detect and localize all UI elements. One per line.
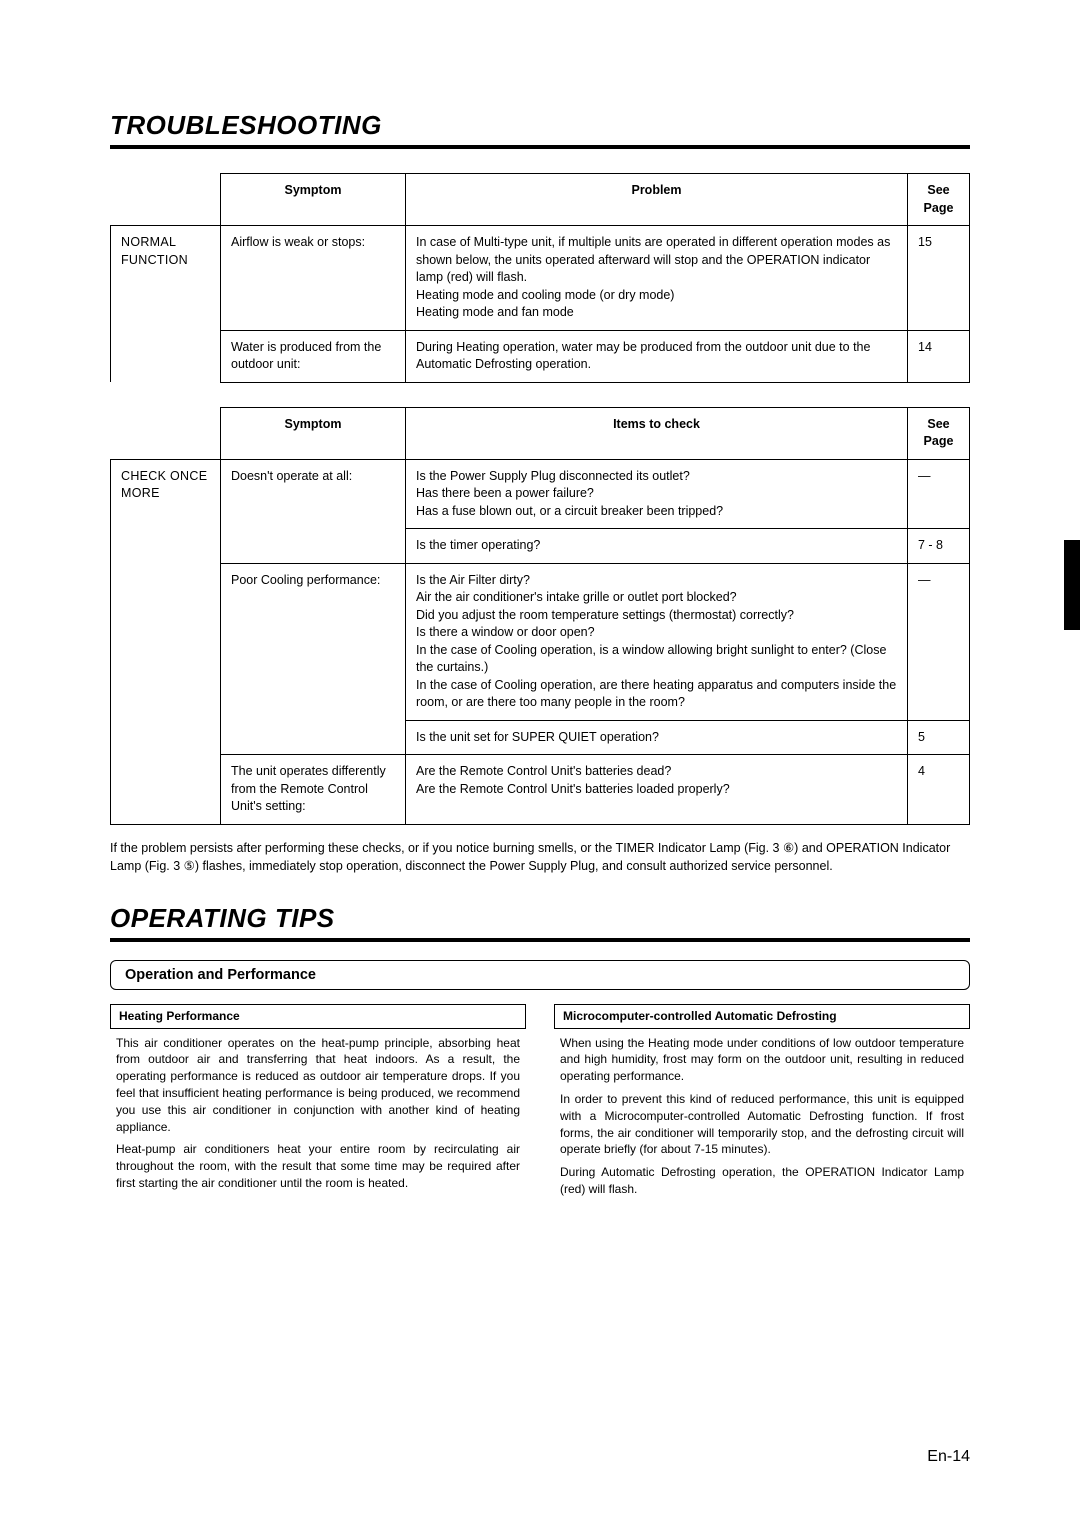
symptom-cell: Poor Cooling performance: <box>221 563 406 720</box>
empty-header <box>111 407 221 459</box>
troubleshooting-heading: TROUBLESHOOTING <box>110 110 970 141</box>
symptom-cell <box>221 720 406 755</box>
col-right: Microcomputer-controlled Automatic Defro… <box>554 1004 970 1204</box>
items-cell: Is the timer operating? <box>406 529 908 564</box>
col-seepage: See Page <box>908 407 970 459</box>
items-cell: Is the unit set for SUPER QUIET operatio… <box>406 720 908 755</box>
troubleshooting-note: If the problem persists after performing… <box>110 839 970 875</box>
items-cell: Is the Air Filter dirty? Air the air con… <box>406 563 908 720</box>
col-problem: Problem <box>406 174 908 226</box>
empty-header <box>111 174 221 226</box>
subhead-heating: Heating Performance <box>110 1004 526 1029</box>
col-seepage: See Page <box>908 174 970 226</box>
para: When using the Heating mode under condit… <box>554 1035 970 1085</box>
symptom-cell <box>221 529 406 564</box>
section-box: Operation and Performance <box>110 960 970 990</box>
para: During Automatic Defrosting operation, t… <box>554 1164 970 1198</box>
troubleshooting-table-1: Symptom Problem See Page NORMAL FUNCTION… <box>110 173 970 383</box>
symptom-cell: Airflow is weak or stops: <box>221 226 406 331</box>
heading-rule <box>110 938 970 942</box>
page-cell: — <box>908 563 970 720</box>
troubleshooting-table-2: Symptom Items to check See Page CHECK ON… <box>110 407 970 825</box>
page-cell: 15 <box>908 226 970 331</box>
category-cell: CHECK ONCE MORE <box>111 459 221 824</box>
symptom-cell: Water is produced from the outdoor unit: <box>221 330 406 382</box>
operating-tips-heading: OPERATING TIPS <box>110 903 970 934</box>
page-number: En-14 <box>927 1448 970 1466</box>
col-symptom: Symptom <box>221 174 406 226</box>
page-cell: — <box>908 459 970 529</box>
category-cell: NORMAL FUNCTION <box>111 226 221 383</box>
col-left: Heating Performance This air conditioner… <box>110 1004 526 1204</box>
symptom-cell: Doesn't operate at all: <box>221 459 406 529</box>
page-cell: 7 - 8 <box>908 529 970 564</box>
problem-cell: During Heating operation, water may be p… <box>406 330 908 382</box>
para: This air conditioner operates on the hea… <box>110 1035 526 1136</box>
col-items: Items to check <box>406 407 908 459</box>
col-symptom: Symptom <box>221 407 406 459</box>
items-cell: Is the Power Supply Plug disconnected it… <box>406 459 908 529</box>
page-tab-marker <box>1064 540 1080 630</box>
page-cell: 14 <box>908 330 970 382</box>
page-cell: 4 <box>908 755 970 825</box>
problem-cell: In case of Multi-type unit, if multiple … <box>406 226 908 331</box>
items-cell: Are the Remote Control Unit's batteries … <box>406 755 908 825</box>
para: Heat-pump air conditioners heat your ent… <box>110 1141 526 1191</box>
heading-rule <box>110 145 970 149</box>
page-cell: 5 <box>908 720 970 755</box>
subhead-defrosting: Microcomputer-controlled Automatic Defro… <box>554 1004 970 1029</box>
symptom-cell: The unit operates differently from the R… <box>221 755 406 825</box>
para: In order to prevent this kind of reduced… <box>554 1091 970 1158</box>
